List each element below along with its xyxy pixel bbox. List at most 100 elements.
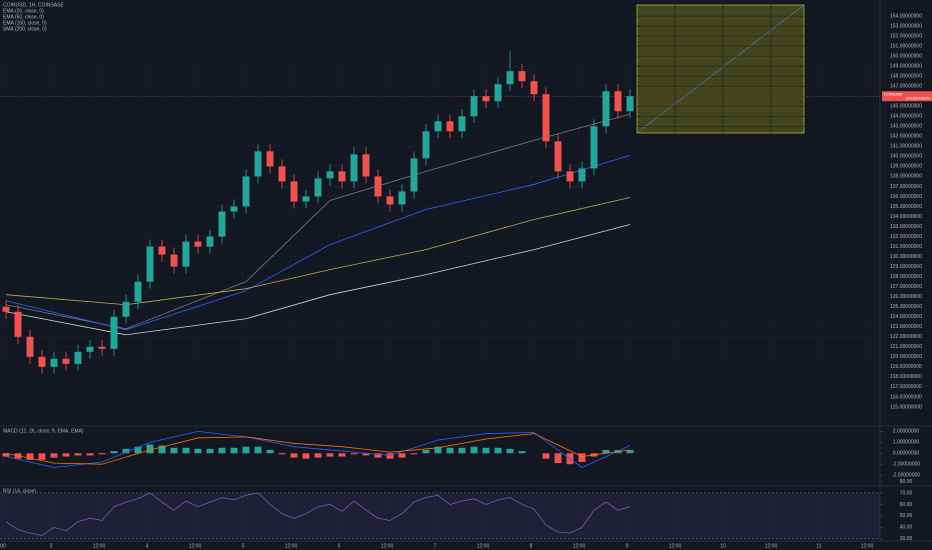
- candle-body: [518, 71, 526, 82]
- candle-body: [626, 96, 634, 112]
- y-tick-label: 0.00000000: [893, 451, 920, 457]
- candle-body: [218, 211, 226, 237]
- y-tick-label: 125.00000000: [890, 304, 922, 310]
- y-tick-label: 150.00000000: [890, 53, 922, 59]
- x-tick-label: 12:00: [765, 543, 778, 549]
- candle-body: [386, 196, 394, 205]
- candle-body: [122, 301, 130, 317]
- x-tick-label: 12:00: [669, 543, 682, 549]
- y-tick-label: 124.00000000: [890, 314, 922, 320]
- x-tick-label: 12:00: [573, 543, 586, 549]
- candle-body: [398, 191, 406, 205]
- histogram-bar: [62, 453, 70, 457]
- y-tick-label: 128.00000000: [890, 274, 922, 280]
- y-tick-label: 80.00: [900, 479, 913, 485]
- candle-body: [338, 171, 346, 182]
- histogram-bar: [146, 444, 154, 454]
- histogram-bar: [626, 449, 634, 454]
- y-tick-label: 154.00000000: [890, 13, 922, 19]
- histogram-bar: [290, 453, 298, 458]
- x-tick-label: 11: [816, 543, 821, 549]
- candle-body: [482, 96, 490, 102]
- candle-body: [86, 346, 94, 352]
- histogram-bar: [74, 453, 82, 456]
- candle-body: [158, 246, 166, 255]
- candle-body: [98, 346, 106, 349]
- candle-body: [602, 91, 610, 127]
- candle-body: [182, 241, 190, 267]
- x-tick-label: 12:00: [861, 543, 874, 549]
- histogram-bar: [470, 446, 478, 454]
- y-tick-label: 153.00000000: [890, 23, 922, 29]
- y-tick-label: 142.00000000: [890, 134, 922, 140]
- candle-body: [14, 311, 22, 337]
- y-tick-label: 138.00000000: [890, 174, 922, 180]
- y-tick-label: 133.00000000: [890, 224, 922, 230]
- y-tick-label: 126.00000000: [890, 294, 922, 300]
- y-tick-label: 144.00000000: [890, 114, 922, 120]
- x-tick-label: 00: [0, 543, 6, 549]
- histogram-bar: [26, 453, 34, 460]
- candle-body: [458, 116, 466, 132]
- x-tick-label: 12:00: [189, 543, 202, 549]
- x-tick-label: 12:00: [93, 543, 106, 549]
- candle-body: [326, 171, 334, 179]
- y-tick-label: 70.00: [900, 490, 913, 496]
- histogram-bar: [374, 453, 382, 458]
- rsi-band: [0, 492, 880, 539]
- candle-body: [146, 246, 154, 282]
- indicator-line: [5, 430, 631, 468]
- histogram-bar: [434, 446, 442, 454]
- histogram-bar: [266, 449, 274, 454]
- candle-body: [26, 336, 34, 357]
- histogram-bar: [230, 447, 238, 454]
- histogram-bar: [542, 453, 550, 459]
- histogram-bar: [194, 448, 202, 454]
- y-tick-label: 120.00000000: [890, 354, 922, 360]
- legend-entry: EMA (50, close, 0): [3, 14, 44, 20]
- legend-entry: EMA (100, close, 0): [3, 20, 47, 26]
- x-tick-label: 4: [146, 543, 149, 549]
- candle-body: [290, 181, 298, 202]
- y-tick-label: 151.00000000: [890, 43, 922, 49]
- histogram-bar: [254, 446, 262, 454]
- histogram-bar: [446, 447, 454, 454]
- candle-body: [134, 281, 142, 302]
- x-tick-label: 5: [242, 543, 245, 549]
- candle-body: [230, 206, 238, 212]
- candle-body: [278, 166, 286, 182]
- histogram-bar: [326, 453, 334, 457]
- x-tick-label: 12:00: [477, 543, 490, 549]
- candle-body: [194, 241, 202, 247]
- histogram-bar: [86, 453, 94, 456]
- y-tick-label: 134.00000000: [890, 214, 922, 220]
- histogram-bar: [110, 451, 118, 454]
- y-tick-label: 30.00: [900, 536, 913, 542]
- histogram-bar: [482, 447, 490, 454]
- histogram-bar: [338, 453, 346, 457]
- candle-body: [434, 121, 442, 132]
- x-tick-label: 3: [50, 543, 53, 549]
- candle-body: [614, 91, 622, 112]
- y-tick-label: 130.00000000: [890, 254, 922, 260]
- candle-body: [206, 236, 214, 247]
- y-tick-label: 132.00000000: [890, 234, 922, 240]
- histogram-bar: [302, 453, 310, 459]
- rsi-line: [5, 492, 631, 536]
- y-tick-label: 60.00: [900, 502, 913, 508]
- x-tick-label: 8: [530, 543, 533, 549]
- candle-body: [578, 168, 586, 182]
- candle-body: [254, 151, 262, 177]
- candle-body: [38, 356, 46, 367]
- last-price-label: 145.92000000: [905, 95, 931, 100]
- histogram-bar: [410, 453, 418, 455]
- histogram-bar: [218, 447, 226, 454]
- y-tick-label: 145.00000000: [890, 104, 922, 110]
- y-tick-label: 147.00000000: [890, 84, 922, 90]
- candle-body: [362, 154, 370, 177]
- indicator-line: [5, 433, 631, 465]
- histogram-bar: [314, 453, 322, 458]
- candle-body: [50, 358, 58, 367]
- candle-body: [350, 154, 358, 182]
